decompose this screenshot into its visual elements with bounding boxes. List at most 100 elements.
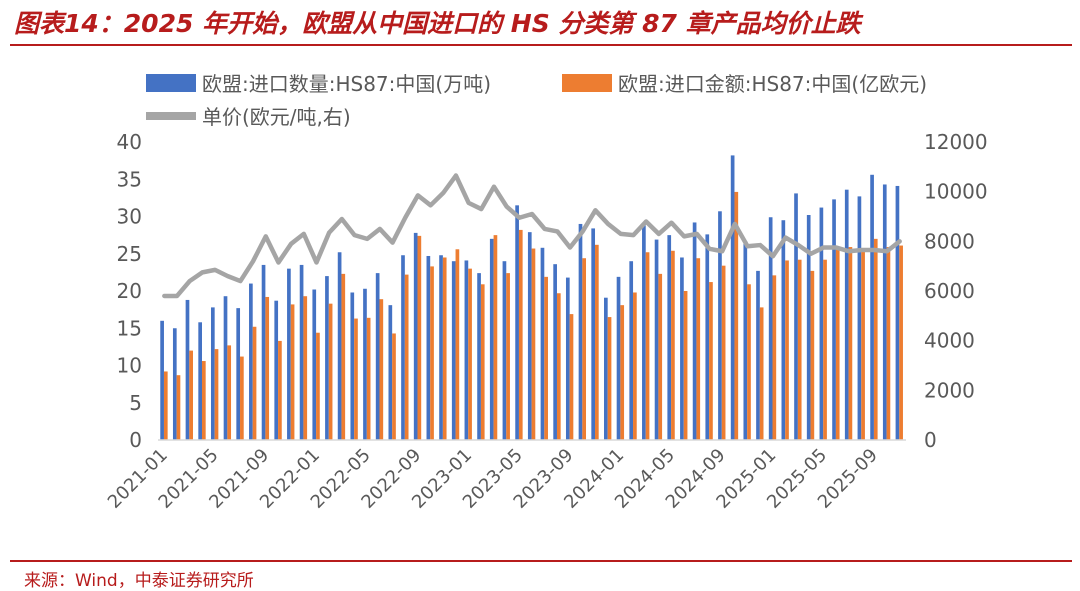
bar-amount — [290, 304, 295, 440]
bar-amount — [417, 235, 422, 440]
bar-quantity — [743, 241, 748, 440]
bar-amount — [835, 247, 840, 440]
bar-amount — [671, 250, 675, 440]
bar-amount — [595, 244, 599, 440]
bar-quantity — [768, 217, 773, 440]
bar-quantity — [274, 300, 279, 440]
y-right-tick-label: 12000 — [924, 130, 988, 154]
bar-quantity — [629, 261, 634, 440]
bar-amount — [316, 332, 320, 440]
legend-quantity: 欧盟:进口数量:HS87:中国(万吨) — [146, 68, 491, 97]
bar-amount — [531, 248, 536, 440]
bar-amount — [848, 247, 853, 440]
legend-quantity-label: 欧盟:进口数量:HS87:中国(万吨) — [202, 72, 492, 96]
bar-quantity — [794, 193, 798, 440]
bar-amount — [201, 361, 206, 440]
bar-amount — [658, 273, 663, 440]
bar-quantity — [337, 252, 342, 440]
bar-quantity — [870, 174, 874, 440]
bar-quantity — [451, 261, 456, 440]
bar-quantity — [464, 260, 469, 440]
legend-price-swatch — [146, 111, 196, 120]
bar-quantity — [413, 232, 418, 440]
bar-amount — [506, 273, 510, 440]
bar-quantity — [654, 239, 659, 440]
bar-quantity — [604, 297, 608, 440]
y-left-tick-label: 35 — [117, 167, 142, 191]
bar-amount — [404, 274, 409, 440]
bar-quantity — [249, 283, 253, 440]
bar-quantity — [350, 292, 355, 440]
bar-amount — [278, 340, 282, 440]
bar-amount — [442, 257, 447, 440]
bar-amount — [468, 268, 472, 440]
bar-amount — [620, 305, 625, 440]
bar-quantity — [172, 328, 177, 440]
bar-quantity — [642, 225, 646, 440]
bar-quantity — [578, 223, 583, 440]
bar-amount — [772, 275, 777, 440]
legend-quantity-swatch — [146, 73, 196, 92]
bar-quantity — [299, 264, 304, 440]
y-left-tick-label: 20 — [117, 279, 142, 303]
bar-amount — [303, 296, 308, 440]
bar-quantity — [325, 276, 329, 440]
footer-divider — [10, 560, 1072, 562]
bar-amount — [176, 375, 181, 440]
y-left-tick-label: 40 — [117, 130, 142, 154]
bar-quantity — [426, 255, 431, 440]
bar-quantity — [477, 273, 481, 440]
y-right-tick-label: 4000 — [924, 329, 975, 353]
bar-quantity — [401, 255, 405, 440]
bar-amount — [518, 229, 523, 440]
bar-amount — [861, 249, 865, 440]
bar-amount — [556, 293, 561, 440]
bar-quantity — [718, 211, 722, 440]
bar-quantity — [680, 257, 684, 440]
bar-amount — [252, 326, 257, 440]
bar-quantity — [857, 196, 862, 440]
bar-amount — [721, 265, 726, 440]
bar-amount — [645, 252, 650, 440]
bar-amount — [759, 307, 764, 440]
bar-amount — [607, 317, 612, 440]
bar-quantity — [312, 289, 317, 440]
bar-quantity — [692, 222, 697, 440]
bar-amount — [240, 356, 244, 440]
bar-quantity — [439, 255, 443, 440]
bar-amount — [341, 273, 346, 440]
y-left-tick-label: 0 — [129, 428, 142, 452]
source-note: 来源：Wind，中泰证券研究所 — [24, 571, 254, 591]
y-left-tick-label: 15 — [117, 316, 142, 340]
line-unit-price — [162, 173, 902, 299]
bar-amount — [354, 318, 358, 440]
bar-amount — [734, 191, 739, 440]
bar-quantity — [844, 189, 849, 440]
bar-quantity — [832, 199, 836, 440]
y-right-tick-label: 8000 — [924, 229, 975, 253]
bar-quantity — [287, 268, 291, 440]
bar-quantity — [198, 322, 202, 440]
bar-quantity — [223, 296, 228, 440]
bar-quantity — [540, 247, 545, 440]
bar-quantity — [591, 228, 596, 440]
bar-quantity — [756, 270, 760, 440]
y-left-tick-label: 10 — [117, 354, 142, 378]
bar-quantity — [565, 277, 570, 440]
bar-amount — [633, 292, 637, 440]
bar-amount — [696, 258, 701, 440]
legend-price: 单价(欧元/吨,右) — [146, 101, 351, 130]
legend-amount: 欧盟:进口金额:HS87:中国(亿欧元) — [562, 68, 927, 97]
y-right-tick-label: 0 — [924, 428, 937, 452]
y-left-tick-label: 30 — [117, 205, 142, 229]
legend-amount-label: 欧盟:进口金额:HS87:中国(亿欧元) — [618, 72, 928, 96]
bar-amount — [480, 284, 485, 440]
bar-quantity — [667, 235, 672, 441]
title-divider — [10, 44, 1072, 46]
y-right-tick-label: 6000 — [924, 279, 975, 303]
bar-amount — [366, 317, 371, 440]
bar-amount — [455, 249, 460, 440]
y-right-tick-label: 2000 — [924, 378, 975, 402]
bar-amount — [709, 282, 713, 440]
